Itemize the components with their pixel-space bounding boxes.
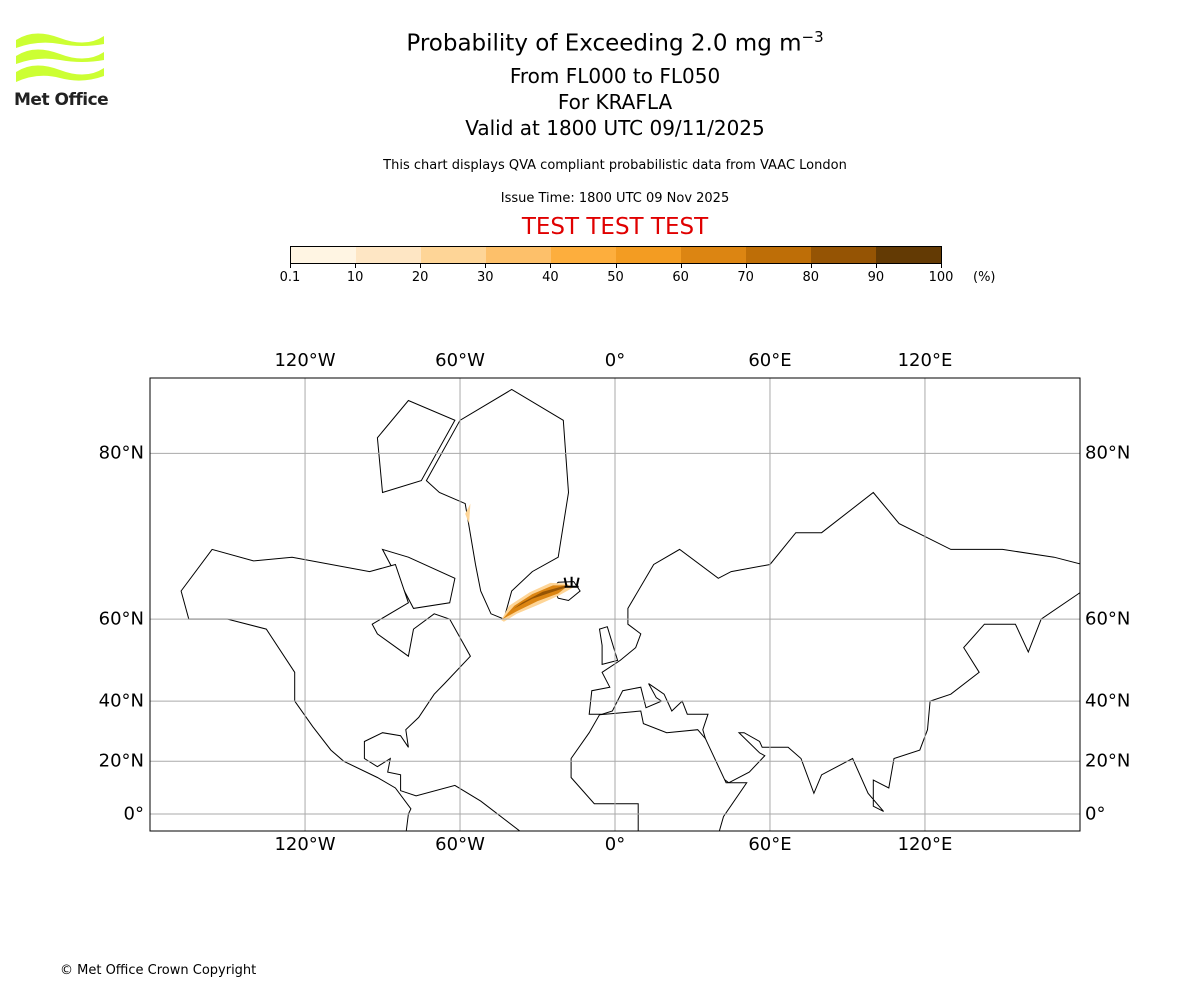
logo-waves-icon (16, 33, 104, 82)
colorbar-tick (550, 263, 552, 268)
lat-label-left: 80°N (98, 442, 144, 464)
landmass-uk (598, 626, 619, 666)
colorbar-tick (810, 263, 812, 268)
colorbar-tick-label: 100 (928, 270, 954, 285)
colorbar-bin (551, 247, 616, 263)
lon-label-top: 0° (604, 350, 626, 371)
colorbar-tick-label: 70 (737, 270, 754, 285)
colorbar-tick-label: 90 (867, 270, 885, 285)
colorbar-unit: (%) (973, 270, 996, 285)
colorbar-tick (420, 263, 422, 268)
colorbar-tick-label: 10 (346, 270, 364, 285)
lon-label-bottom: 60°W (435, 834, 485, 855)
issue-time: Issue Time: 1800 UTC 09 Nov 2025 (500, 191, 730, 206)
lat-label-left: 0° (123, 803, 144, 825)
colorbar-tick-label: 40 (542, 270, 559, 285)
lon-label-bottom: 120°E (897, 834, 953, 855)
lon-label-top: 60°E (748, 350, 792, 371)
colorbar-tick (355, 263, 357, 268)
lat-label-right: 80°N (1085, 442, 1131, 464)
lon-label-top: 120°W (274, 350, 336, 371)
colorbar-bin (681, 247, 746, 263)
colorbar-bin (876, 247, 941, 263)
data-note: This chart displays QVA compliant probab… (383, 158, 847, 173)
colorbar-tick (615, 263, 617, 268)
colorbar-tick (290, 263, 291, 268)
landmass-baffin (381, 548, 456, 609)
lat-label-left: 40°N (98, 690, 144, 712)
valid-time: Valid at 1800 UTC 09/11/2025 (465, 116, 765, 140)
plume-mid (502, 585, 569, 620)
lon-label-bottom: 60°E (748, 834, 792, 855)
plume-fragment (465, 503, 471, 524)
test-banner: TEST TEST TEST (521, 214, 709, 240)
map-area (180, 388, 1080, 831)
met-office-logo: Met Office (14, 30, 109, 114)
colorbar-bin (486, 247, 551, 263)
colorbar-tick (745, 263, 747, 268)
colorbar-bin (616, 247, 681, 263)
flight-levels: From FL000 to FL050 (509, 64, 721, 88)
lat-label-left: 60°N (98, 608, 144, 630)
title-exponent: −3 (801, 28, 824, 46)
lat-label-right: 40°N (1085, 690, 1131, 712)
lon-label-bottom: 120°W (274, 834, 336, 855)
colorbar-bin (421, 247, 486, 263)
landmass-greenland (425, 388, 570, 620)
colorbar-tick (941, 263, 942, 268)
volcano-source-icon (563, 576, 580, 588)
colorbar-tick-label: 0.1 (279, 270, 301, 285)
colorbar-tick-label: 60 (672, 270, 689, 285)
logo-text: Met Office (14, 90, 109, 110)
colorbar-bin (291, 247, 356, 263)
lat-label-left: 20°N (98, 750, 144, 772)
lon-label-top: 60°W (435, 350, 485, 371)
lon-label-top: 120°E (897, 350, 953, 371)
lon-label-bottom: 0° (604, 834, 626, 855)
copyright: © Met Office Crown Copyright (60, 963, 257, 978)
landmass-eurasia (588, 491, 1080, 812)
colorbar-bin (746, 247, 811, 263)
colorbar-tick (680, 263, 682, 268)
landmass-ellesmere (376, 399, 456, 494)
colorbar-tick (485, 263, 487, 268)
colorbar-bin (811, 247, 876, 263)
colorbar (290, 246, 942, 264)
colorbar-tick-label: 30 (477, 270, 494, 285)
map-frame (149, 377, 1081, 832)
lat-label-right: 0° (1085, 803, 1106, 825)
lat-label-right: 60°N (1085, 608, 1131, 630)
colorbar-tick (875, 263, 877, 268)
landmass-americas (180, 548, 521, 831)
colorbar-tick-label: 50 (607, 270, 624, 285)
title-text: Probability of Exceeding 2.0 mg m (406, 30, 802, 57)
colorbar-tick-label: 80 (802, 270, 820, 285)
chart-title: Probability of Exceeding 2.0 mg m−3 (0, 28, 1200, 57)
colorbar-tick-label: 20 (411, 270, 429, 285)
colorbar-bin (356, 247, 421, 263)
volcano-name: For KRAFLA (557, 90, 673, 114)
lat-label-right: 20°N (1085, 750, 1131, 772)
